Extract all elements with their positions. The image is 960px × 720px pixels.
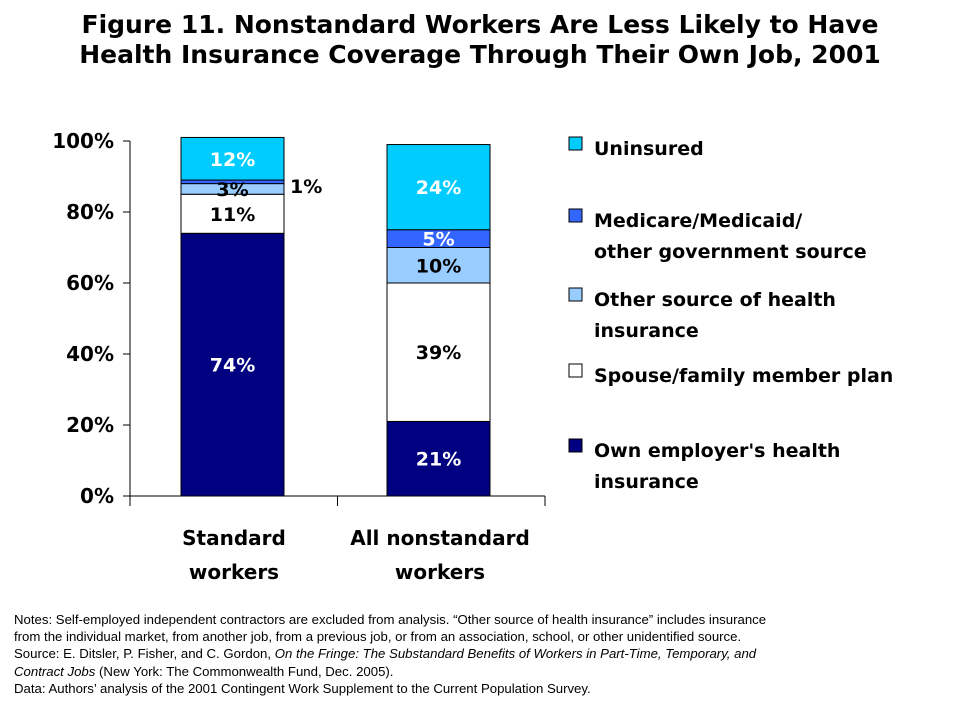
notes-line-5: Data: Authors’ analysis of the 2001 Cont… (14, 680, 591, 696)
source-prefix: Source: E. Ditsler, P. Fisher, and C. Go… (14, 646, 275, 662)
legend-swatch-1 (568, 208, 583, 223)
category-label-1-0: All nonstandard (350, 526, 530, 550)
data-label-1-4: 24% (416, 177, 461, 199)
legend-label-2-0: Other source of health (594, 289, 836, 311)
legend-label-4-1: insurance (594, 471, 699, 493)
legend-swatch-3 (568, 363, 583, 378)
legend-label-4-0: Own employer's health (594, 440, 840, 462)
notes-line-2: from the individual market, from another… (14, 629, 742, 645)
bar-segment-0-4 (180, 136, 285, 181)
chart-title-line-1: Figure 11. Nonstandard Workers Are Less … (81, 10, 879, 39)
chart-title: Figure 11. Nonstandard Workers Are Less … (20, 10, 940, 70)
data-label-0-0: 74% (210, 355, 255, 377)
source-title-part-1: On the Fringe: The Substandard Benefits … (274, 646, 757, 662)
bar-segment-1-4 (386, 144, 491, 231)
bar-segment-1-1 (386, 282, 491, 422)
legend-label-1-0: Medicare/Medicaid/ (594, 210, 802, 232)
category-label-1-1: workers (395, 560, 485, 584)
y-tick-label-80: 80% (66, 200, 114, 224)
legend-swatch-2 (568, 287, 583, 302)
legend-label-2-1: insurance (594, 320, 699, 342)
bar-segment-1-0 (386, 420, 491, 497)
data-label-1-3: 5% (422, 229, 454, 251)
stacked-bar-chart: 0% 20% 40% 60% 80% 100% 74% 11% 3% 1% 12% 21% 39% 10%… (52, 129, 893, 584)
notes: Notes: Self-employed independent contrac… (14, 611, 950, 697)
source-title-part-2: Contract Jobs (14, 663, 96, 679)
notes-line-1: Notes: Self-employed independent contrac… (14, 612, 767, 627)
data-label-1-0: 21% (416, 449, 461, 471)
y-tick-label-20: 20% (66, 413, 114, 437)
data-label-0-1: 11% (210, 204, 255, 226)
legend-swatch-4 (568, 438, 583, 453)
category-label-0-0: Standard (182, 526, 286, 550)
y-tick-label-40: 40% (66, 342, 114, 366)
legend-label-1-1: other government source (594, 241, 867, 263)
category-label-0-1: workers (189, 560, 279, 584)
legend-label-0-0: Uninsured (594, 138, 704, 160)
legend-label-3-0: Spouse/family member plan (594, 365, 893, 387)
data-label-0-3: 1% (290, 176, 322, 198)
data-label-1-1: 39% (416, 342, 461, 364)
y-tick-label-100: 100% (52, 129, 114, 153)
bar-segment-0-0 (180, 232, 285, 497)
notes-line-4: Contract Jobs (New York: The Commonwealt… (14, 663, 950, 680)
y-tick-label-0: 0% (80, 484, 114, 508)
y-tick-label-60: 60% (66, 271, 114, 295)
legend-swatch-0 (568, 136, 583, 151)
data-label-0-2: 3% (216, 179, 248, 201)
chart-title-line-2: Health Insurance Coverage Through Their … (79, 40, 881, 69)
notes-line-3: Source: E. Ditsler, P. Fisher, and C. Go… (14, 645, 950, 662)
data-label-1-2: 10% (416, 255, 461, 277)
bar-segment-0-1 (180, 193, 285, 234)
source-publisher: (New York: The Commonwealth Fund, Dec. 2… (95, 663, 394, 679)
data-label-0-4: 12% (210, 149, 255, 171)
